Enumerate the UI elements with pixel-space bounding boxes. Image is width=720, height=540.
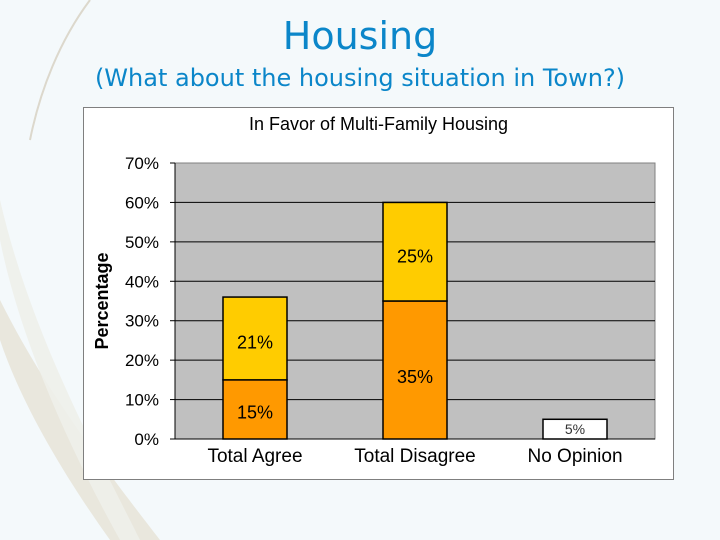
- bar-segment: [382, 201, 448, 302]
- slide-title: Housing: [282, 14, 438, 58]
- data-label: 35%: [397, 367, 433, 387]
- data-label: 21%: [237, 333, 273, 353]
- y-tick-label: 20%: [125, 351, 159, 370]
- bar-segment: [222, 296, 288, 381]
- data-label: 5%: [565, 421, 585, 437]
- x-tick-label: Total Agree: [207, 446, 302, 467]
- bar-segment: [222, 379, 288, 440]
- y-tick-label: 10%: [125, 391, 159, 410]
- y-tick-label: 50%: [125, 233, 159, 252]
- slide-subtitle: (What about the housing situation in Tow…: [94, 64, 626, 92]
- data-label: 15%: [237, 402, 273, 422]
- y-tick-label: 30%: [125, 312, 159, 331]
- y-tick-label: 70%: [125, 154, 159, 173]
- y-tick-label: 60%: [125, 193, 159, 212]
- chart-title: In Favor of Multi-Family Housing: [248, 114, 509, 134]
- y-tick-label: 0%: [134, 430, 159, 449]
- data-label: 25%: [397, 247, 433, 267]
- y-axis-title: Percentage: [92, 252, 112, 349]
- x-tick-label: Total Disagree: [354, 446, 475, 467]
- x-tick-label: No Opinion: [527, 446, 622, 467]
- y-tick-label: 40%: [125, 272, 159, 291]
